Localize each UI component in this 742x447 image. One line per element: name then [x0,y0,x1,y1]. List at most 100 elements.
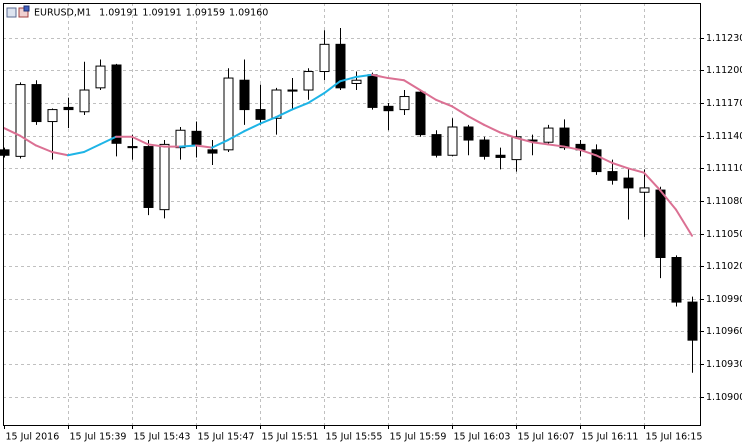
candle-body [351,79,362,84]
candle-body [47,109,58,123]
moving-average [291,102,309,111]
moving-average [483,123,501,134]
moving-average [51,151,69,157]
candle-body [207,149,218,154]
moving-average [451,105,469,118]
candle-body [0,149,10,156]
moving-average [227,130,245,142]
y-tick-label: 1.11230 [706,33,742,44]
moving-average [515,136,533,144]
candle-body [15,84,26,157]
moving-average [659,189,677,211]
x-tick-label: 15 Jul 16:07 [518,432,575,443]
candle-body [319,43,330,73]
candle-body [495,154,506,158]
y-tick-label: 1.10930 [706,359,742,370]
candle-body [175,129,186,149]
moving-average [339,75,357,83]
candle-body [111,64,122,144]
y-tick-label: 1.11140 [706,131,742,142]
candle-body [191,130,202,145]
candle-body [255,109,266,120]
candle-body [399,96,410,111]
candle-body [63,106,74,111]
x-tick-label: 15 Jul 16:03 [454,432,511,443]
moving-average [499,131,517,139]
moving-average [627,167,645,174]
candle-body [623,177,634,189]
candle-body [655,189,666,259]
moving-average [643,171,661,192]
candle-body [591,149,602,173]
candle-body [159,143,170,211]
moving-average [3,127,21,137]
candle-body [511,136,522,161]
moving-average [387,77,405,82]
candle-body [223,77,234,151]
moving-average [179,144,197,148]
y-tick-label: 1.10900 [706,392,742,403]
y-tick-label: 1.11050 [706,229,742,240]
moving-average [211,139,229,149]
x-tick-label: 15 Jul 16:15 [646,432,703,443]
moving-average [595,154,613,164]
candle-body [447,126,458,156]
moving-average [355,73,373,78]
x-tick-label: 15 Jul 2016 [6,432,60,443]
y-tick-label: 1.11020 [706,261,742,272]
moving-average [403,79,421,92]
moving-average [243,122,261,133]
moving-average [419,89,437,101]
moving-average [83,143,101,154]
candle-body [671,257,682,303]
moving-average [99,135,117,146]
candle-body [543,127,554,143]
plot-frame [3,3,701,426]
y-tick-label: 1.11170 [706,98,742,109]
candle-body [303,71,314,91]
candle-body [95,65,106,89]
moving-average [467,115,485,126]
y-tick-label: 1.11200 [706,65,742,76]
candle-body [687,301,698,341]
moving-average [675,208,693,237]
moving-average [259,116,277,125]
moving-average [67,151,85,157]
moving-average [195,144,213,149]
candle-body [607,171,618,181]
moving-average [35,144,53,154]
y-tick-label: 1.11080 [706,196,742,207]
moving-average [563,145,581,151]
candle-body [479,139,490,157]
x-tick-label: 15 Jul 15:55 [326,432,383,443]
moving-average [435,98,453,108]
moving-average [131,135,149,146]
candle-body [239,79,250,111]
candle-body [431,134,442,156]
x-tick-label: 15 Jul 15:47 [198,432,255,443]
candle-body [639,187,650,193]
candle-body [415,91,426,136]
candle-body [79,89,90,113]
x-tick-label: 15 Jul 15:43 [134,432,191,443]
candle-body [463,126,474,141]
header-value: 1.09159 [186,8,225,19]
header-value: 1.09191 [99,8,138,19]
candle-body [335,43,346,89]
candle-body [367,74,378,108]
header-value: 1.09160 [229,8,268,19]
moving-average [611,161,629,170]
candle-body [127,146,138,149]
symbol-icon [6,5,30,18]
y-tick-label: 1.11110 [706,163,742,174]
candle-body [383,105,394,112]
candle-body [31,84,42,123]
x-tick-label: 15 Jul 15:59 [390,432,447,443]
moving-average [579,148,597,157]
moving-average [547,143,565,148]
x-tick-label: 15 Jul 16:11 [582,432,639,443]
candle-body [559,127,570,149]
candle-body [271,89,282,119]
